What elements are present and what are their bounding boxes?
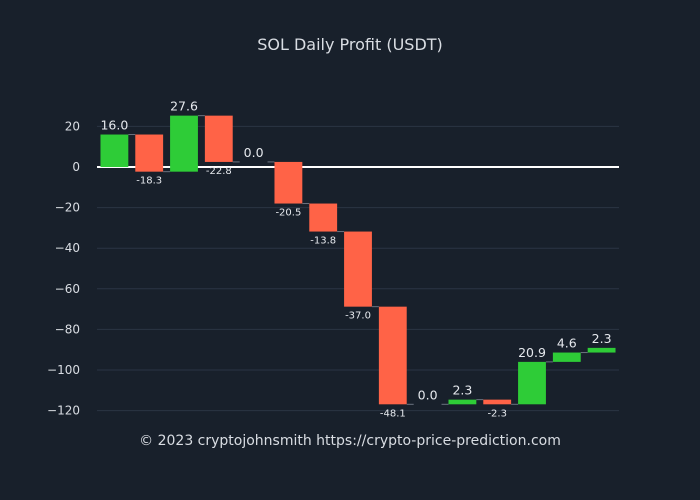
increase-bar — [552, 352, 581, 362]
decrease-bar — [483, 399, 512, 405]
increase-bar — [170, 115, 198, 172]
data-label: -37.0 — [345, 311, 371, 322]
data-label: -22.8 — [206, 166, 232, 177]
chart-title: SOL Daily Profit (USDT) — [257, 35, 443, 54]
y-tick-label: −20 — [55, 201, 80, 215]
y-tick-label: 20 — [65, 119, 80, 133]
increase-bar — [448, 399, 477, 405]
y-tick-label: −120 — [47, 404, 80, 418]
increase-bar — [587, 347, 616, 353]
decrease-bar — [274, 161, 303, 204]
y-tick-label: −80 — [55, 322, 80, 336]
y-tick-label: −100 — [47, 363, 80, 377]
decrease-bar — [378, 306, 407, 405]
data-label: 2.3 — [452, 383, 472, 398]
data-label: -20.5 — [275, 208, 301, 219]
y-tick-label: −40 — [55, 241, 80, 255]
bars-layer — [100, 115, 616, 405]
increase-bar — [518, 361, 546, 405]
labels-layer: 16.0 -18.3 27.6 -22.8 0.0 -20.5 -13.8 -37.0 -48.… — [100, 99, 611, 420]
decrease-bar — [135, 134, 164, 172]
data-label: -48.1 — [380, 408, 406, 419]
data-label: 0.0 — [244, 145, 264, 160]
decrease-bar — [309, 203, 338, 232]
data-label: 2.3 — [592, 331, 612, 346]
data-label: 20.9 — [518, 345, 546, 360]
copyright-footer: © 2023 cryptojohnsmith https://crypto-pr… — [139, 433, 561, 449]
decrease-bar — [204, 115, 233, 162]
y-tick-label: −60 — [55, 282, 80, 296]
data-label: 16.0 — [100, 118, 128, 133]
data-label: -18.3 — [136, 176, 162, 187]
data-label: -2.3 — [487, 408, 507, 419]
data-label: -13.8 — [310, 236, 336, 247]
data-label: 4.6 — [557, 336, 577, 351]
data-label: 27.6 — [170, 99, 198, 114]
increase-bar — [100, 134, 129, 167]
decrease-bar — [344, 231, 372, 307]
y-tick-label: 0 — [72, 160, 80, 174]
data-label: 0.0 — [418, 387, 438, 402]
